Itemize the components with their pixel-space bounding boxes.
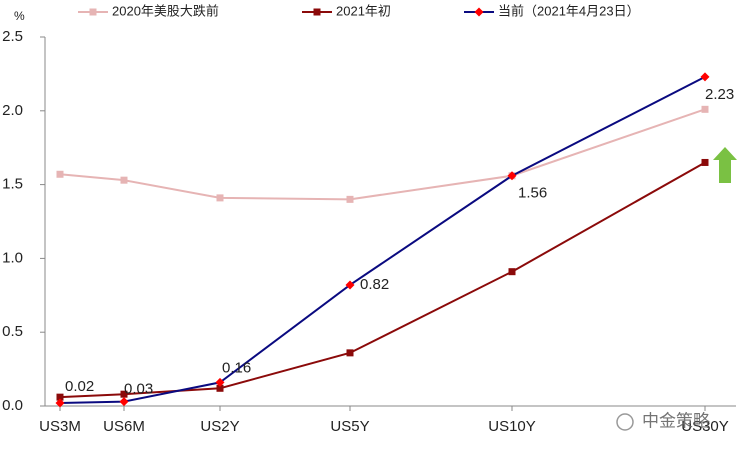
point [701, 105, 709, 113]
series-line [59, 75, 706, 405]
point [345, 280, 355, 290]
up-arrow [713, 147, 737, 183]
x-tick-label: US6M [103, 418, 145, 435]
x-tick-label: US2Y [200, 418, 239, 435]
point [346, 349, 354, 357]
y-tick-label: 0.0 [2, 397, 23, 414]
data-label: 0.03 [124, 381, 153, 398]
x-tick-label: US10Y [488, 418, 536, 435]
point [507, 171, 517, 181]
point [56, 393, 64, 401]
y-tick-label: 2.5 [2, 28, 23, 45]
legend-label: 当前（2021年4月23日） [498, 3, 640, 18]
point [215, 377, 225, 387]
legend-label: 2020年美股大跌前 [112, 3, 219, 18]
data-label: 0.82 [360, 276, 389, 293]
data-label: 2.23 [705, 86, 734, 103]
point [313, 8, 321, 16]
data-label: 0.16 [222, 359, 251, 376]
x-tick-label: US3M [39, 418, 81, 435]
point [216, 384, 224, 392]
y-tick-label: 2.0 [2, 102, 23, 119]
x-tick-label: US5Y [330, 418, 369, 435]
watermark-icon [616, 413, 634, 431]
point [701, 158, 709, 166]
point [508, 268, 516, 276]
y-tick-label: 1.5 [2, 176, 23, 193]
watermark: 中金策略 [642, 411, 710, 430]
series-line [59, 161, 706, 399]
point [56, 170, 64, 178]
point [474, 7, 484, 17]
point [216, 194, 224, 202]
series-line [59, 108, 706, 201]
point [119, 397, 129, 407]
y-tick-label: 0.5 [2, 323, 23, 340]
point [89, 8, 97, 16]
data-label: 1.56 [518, 185, 547, 202]
data-label: 0.02 [65, 378, 94, 395]
point [120, 390, 128, 398]
y-tick-label: 1.0 [2, 249, 23, 266]
y-unit: % [14, 9, 25, 23]
point [55, 398, 65, 408]
point [346, 195, 354, 203]
point [700, 72, 710, 82]
point [120, 176, 128, 184]
legend-label: 2021年初 [336, 3, 391, 18]
x-tick-label: US30Y [681, 418, 729, 435]
